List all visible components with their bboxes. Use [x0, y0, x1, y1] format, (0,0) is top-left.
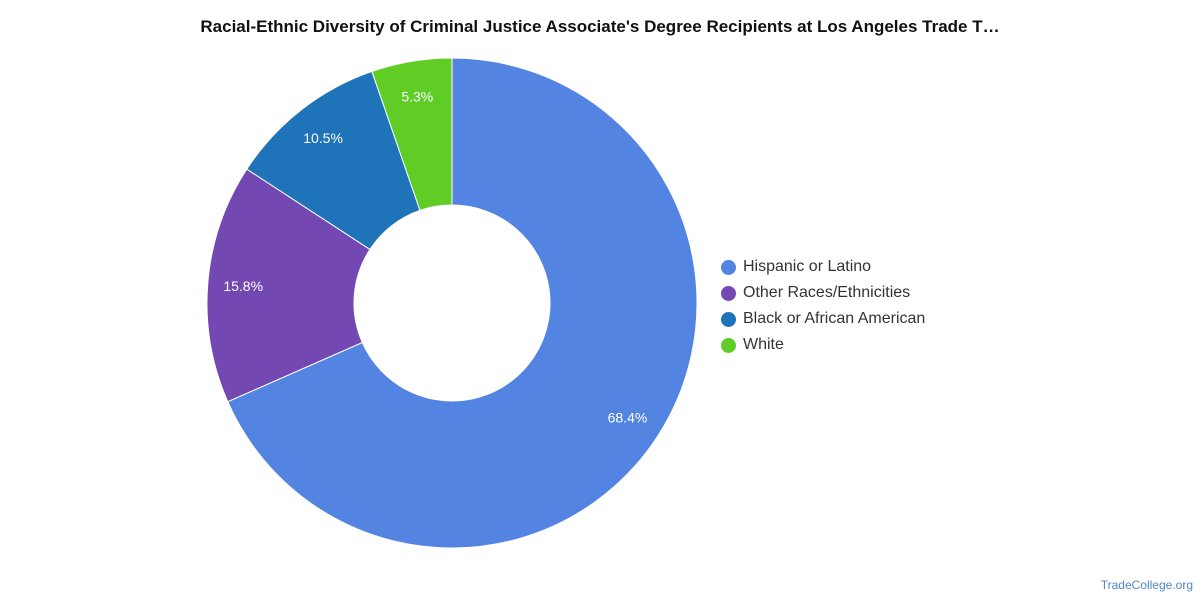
slice-white[interactable]	[371, 57, 453, 212]
legend-swatch-hispanic	[721, 259, 736, 275]
source-link[interactable]: TradeCollege.org	[1100, 578, 1193, 592]
slice-label-other: 15.8%	[223, 278, 263, 294]
legend-item-other[interactable]: Other Races/Ethnicities	[721, 280, 925, 306]
legend-item-white[interactable]: White	[721, 332, 925, 358]
slice-label-white: 5.3%	[401, 88, 433, 104]
slice-black[interactable]	[246, 70, 421, 251]
legend-item-black[interactable]: Black or African American	[721, 306, 925, 332]
legend-swatch-other	[721, 285, 736, 301]
slice-hispanic[interactable]	[227, 57, 698, 549]
slice-label-black: 10.5%	[303, 130, 343, 146]
legend: Hispanic or Latino Other Races/Ethniciti…	[721, 254, 925, 358]
chart-title: Racial-Ethnic Diversity of Criminal Just…	[200, 17, 1000, 36]
legend-label-other: Other Races/Ethnicities	[743, 284, 911, 301]
legend-swatch-black	[721, 311, 736, 327]
slice-label-hispanic: 68.4%	[608, 409, 648, 425]
legend-swatch-white	[721, 337, 736, 353]
legend-item-hispanic[interactable]: Hispanic or Latino	[721, 254, 925, 280]
legend-label-black: Black or African American	[743, 310, 926, 327]
legend-label-hispanic: Hispanic or Latino	[743, 258, 872, 275]
slice-other[interactable]	[206, 168, 371, 403]
legend-label-white: White	[743, 336, 784, 353]
